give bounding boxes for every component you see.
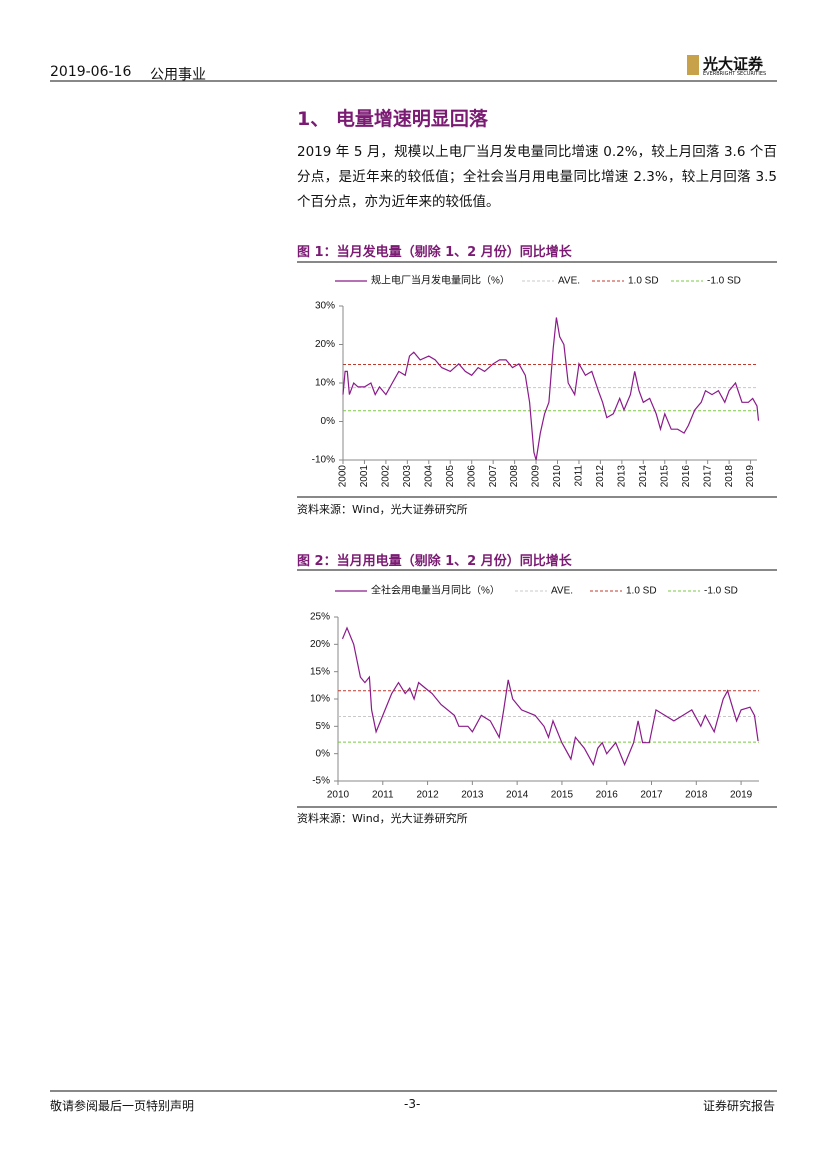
y-tick-label: -10% — [312, 455, 335, 466]
legend-label: -1.0 SD — [704, 586, 738, 597]
x-tick-label: 2011 — [574, 465, 585, 487]
x-tick-label: 2019 — [730, 790, 753, 801]
paragraph: 2019 年 5 月，规模以上电厂当月发电量同比增速 0.2%，较上月回落 3.… — [297, 144, 777, 210]
legend-label: 1.0 SD — [628, 276, 659, 287]
y-tick-label: 0% — [321, 416, 336, 427]
legend-label: 全社会用电量当月同比（%） — [371, 584, 500, 597]
x-tick-label: 2007 — [488, 465, 499, 488]
x-tick-label: 2000 — [338, 465, 349, 488]
x-tick-label: 2009 — [531, 465, 542, 488]
x-tick-label: 2015 — [659, 465, 670, 488]
x-tick-label: 2015 — [551, 790, 574, 801]
logo-text: 光大证券 — [703, 55, 764, 73]
x-tick-label: 2016 — [681, 465, 692, 488]
x-tick-label: 2013 — [617, 465, 628, 488]
x-tick-label: 2010 — [552, 465, 563, 488]
x-tick-label: 2012 — [416, 790, 439, 801]
logo-mark — [687, 55, 699, 75]
data-line — [342, 317, 760, 461]
x-tick-label: 2001 — [359, 465, 370, 488]
x-tick-label: 2011 — [372, 790, 394, 801]
y-tick-label: 30% — [315, 301, 335, 312]
x-tick-label: 2002 — [381, 465, 392, 488]
x-tick-label: 2010 — [327, 790, 350, 801]
header-sector: 公用事业 — [150, 67, 206, 83]
x-tick-label: 2012 — [595, 465, 606, 488]
y-tick-label: 0% — [316, 748, 331, 759]
y-tick-label: 10% — [310, 694, 330, 705]
y-tick-label: 10% — [315, 378, 335, 389]
figure-source: 资料来源：Wind，光大证券研究所 — [297, 503, 468, 516]
section-title: 1、 电量增速明显回落 — [297, 108, 488, 130]
x-tick-label: 2017 — [702, 465, 713, 488]
y-tick-label: 20% — [315, 339, 335, 350]
logo-en: EVERBRIGHT SECURITIES — [703, 71, 767, 77]
x-tick-label: 2004 — [423, 465, 434, 488]
header-date: 2019-06-16 — [50, 64, 132, 80]
x-tick-label: 2014 — [506, 790, 529, 801]
figure-title: 图 1：当月发电量（剔除 1、2 月份）同比增长 — [297, 245, 572, 260]
x-tick-label: 2003 — [402, 465, 413, 488]
legend-label: AVE. — [558, 276, 580, 287]
y-tick-label: 20% — [310, 639, 330, 650]
x-tick-label: 2016 — [596, 790, 619, 801]
footer-disclaimer: 敬请参阅最后一页特别声明 — [50, 1099, 195, 1113]
x-tick-label: 2005 — [445, 465, 456, 488]
data-line — [341, 626, 759, 767]
y-tick-label: 25% — [310, 612, 330, 623]
figure-source: 资料来源：Wind，光大证券研究所 — [297, 812, 468, 825]
legend-label: AVE. — [551, 586, 573, 597]
footer-page: -3- — [404, 1097, 421, 1111]
legend-label: -1.0 SD — [707, 276, 741, 287]
footer-type: 证券研究报告 — [703, 1099, 776, 1113]
legend-label: 规上电厂当月发电量同比（%） — [371, 274, 510, 287]
x-tick-label: 2019 — [745, 465, 756, 488]
y-tick-label: -5% — [312, 776, 330, 787]
x-tick-label: 2018 — [685, 790, 708, 801]
figure-title: 图 2：当月用电量（剔除 1、2 月份）同比增长 — [297, 554, 572, 569]
y-tick-label: 15% — [310, 666, 330, 677]
x-tick-label: 2013 — [461, 790, 484, 801]
x-tick-label: 2014 — [638, 465, 649, 488]
x-tick-label: 2006 — [466, 465, 477, 488]
x-tick-label: 2018 — [724, 465, 735, 488]
y-tick-label: 5% — [316, 721, 331, 732]
legend-label: 1.0 SD — [626, 586, 657, 597]
x-tick-label: 2017 — [640, 790, 663, 801]
x-tick-label: 2008 — [509, 465, 520, 488]
